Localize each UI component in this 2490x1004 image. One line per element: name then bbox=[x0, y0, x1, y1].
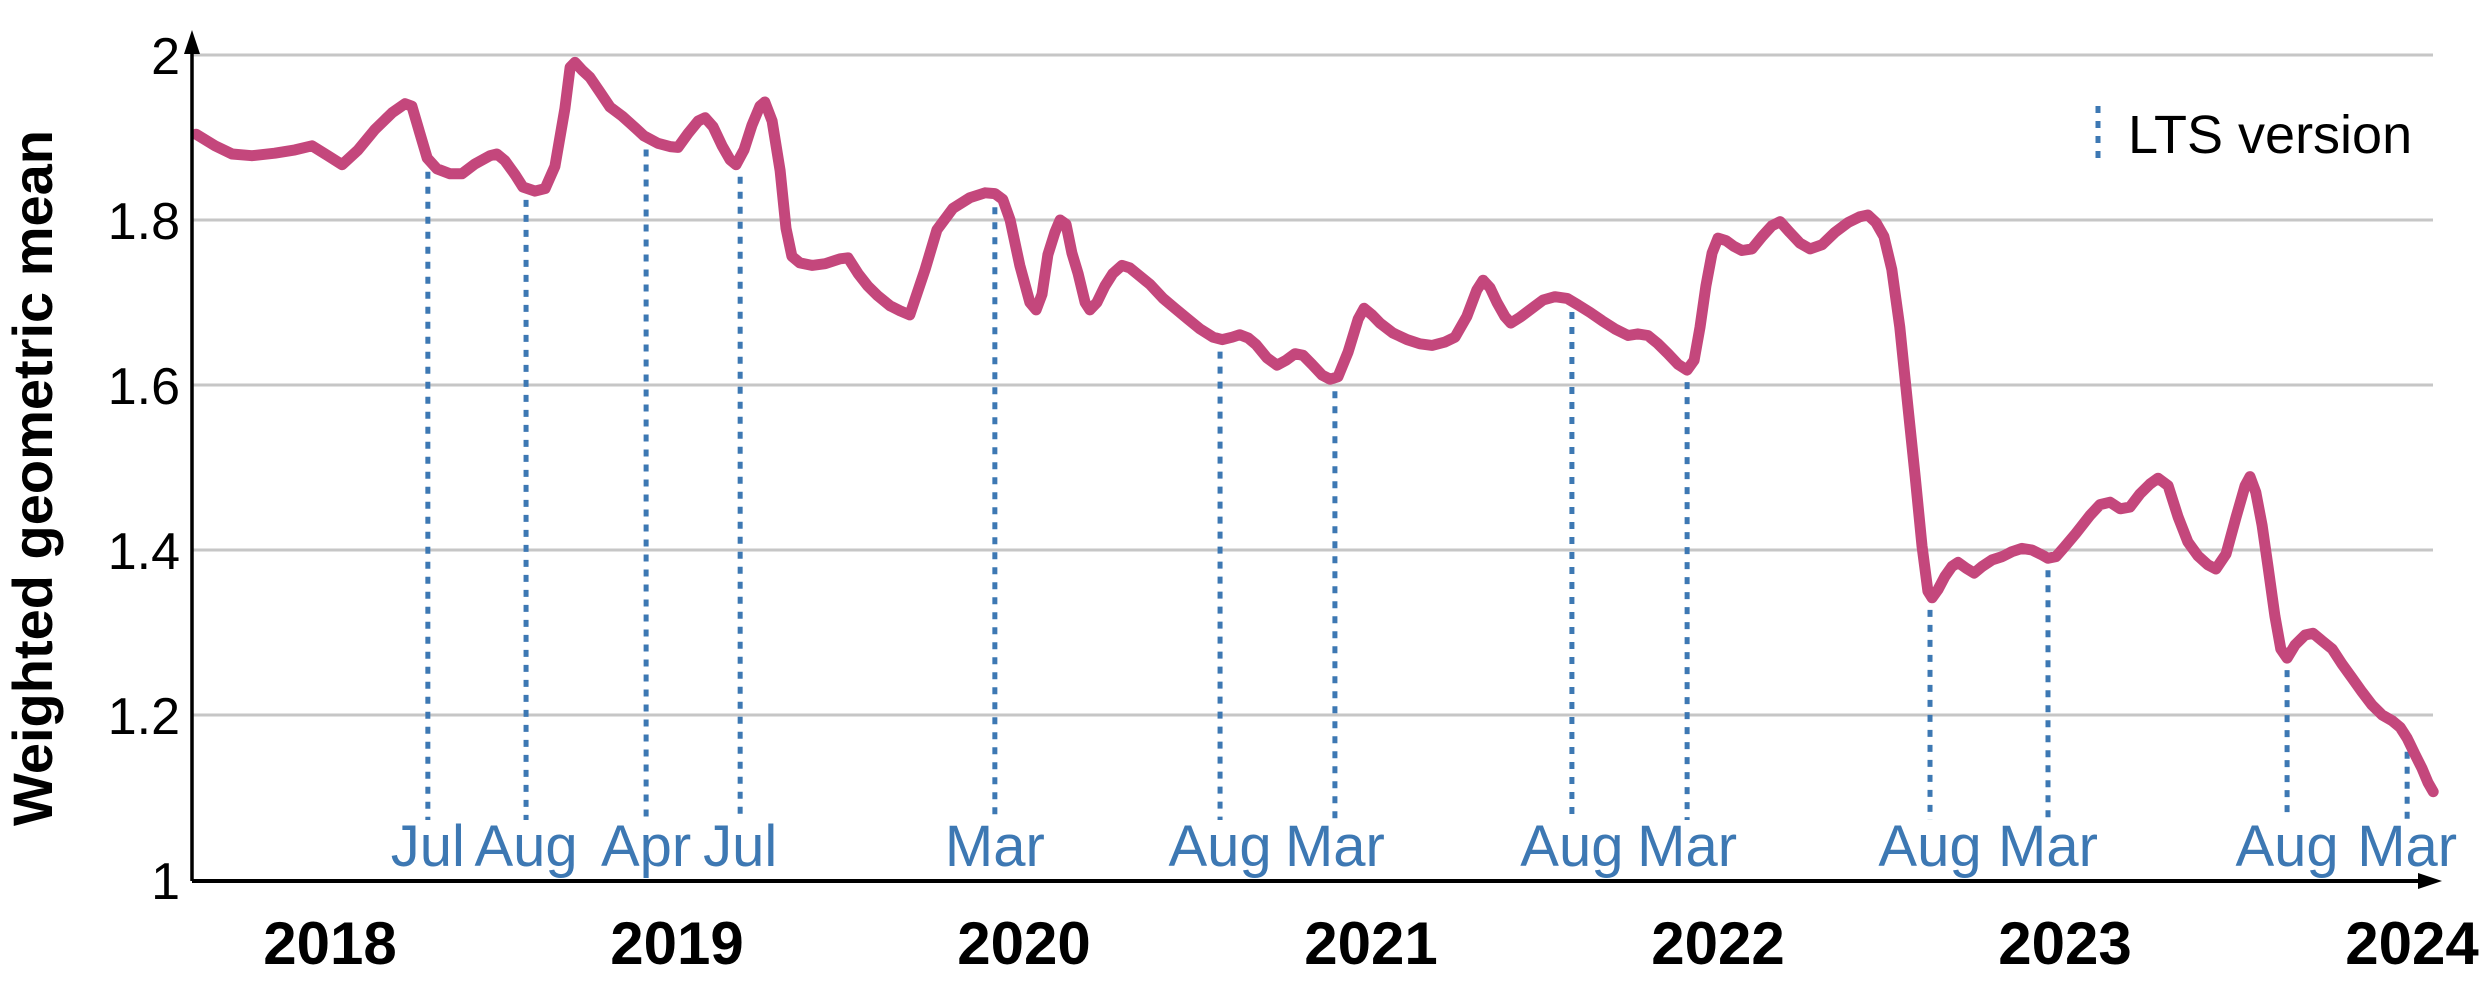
x-tick-label: 2023 bbox=[1998, 910, 2131, 977]
x-tick-label: 2018 bbox=[263, 910, 396, 977]
lts-marker-label: Aug bbox=[1878, 814, 1981, 879]
x-tick-label: 2024 bbox=[2345, 910, 2479, 977]
lts-marker-label: Mar bbox=[1285, 814, 1385, 879]
y-tick-label: 1 bbox=[151, 853, 180, 911]
lts-marker-label: Jul bbox=[703, 814, 777, 879]
lts-marker-label: Mar bbox=[945, 814, 1045, 879]
y-axis-title: Weighted geometric mean bbox=[1, 130, 64, 826]
lts-marker-label: Apr bbox=[601, 814, 691, 879]
y-tick-label: 1.6 bbox=[108, 358, 180, 416]
y-tick-label: 1.2 bbox=[108, 688, 180, 746]
x-tick-label: 2022 bbox=[1651, 910, 1784, 977]
y-tick-label: 2 bbox=[151, 28, 180, 86]
x-tick-label: 2019 bbox=[610, 910, 743, 977]
lts-marker-label: Aug bbox=[2235, 814, 2338, 879]
lts-marker-label: Mar bbox=[2357, 814, 2457, 879]
x-axis-arrow-icon bbox=[2418, 873, 2442, 889]
y-tick-label: 1.8 bbox=[108, 193, 180, 251]
y-axis-arrow-icon bbox=[184, 30, 200, 54]
y-tick-label: 1.4 bbox=[108, 523, 180, 581]
lts-marker-label: Aug bbox=[474, 814, 577, 879]
x-tick-label: 2021 bbox=[1304, 910, 1437, 977]
series-line bbox=[190, 56, 2439, 798]
x-tick-label: 2020 bbox=[957, 910, 1090, 977]
lts-marker-label: Jul bbox=[391, 814, 465, 879]
lts-marker-label: Mar bbox=[1998, 814, 2098, 879]
lts-marker-label: Aug bbox=[1168, 814, 1271, 879]
legend-label: LTS version bbox=[2128, 105, 2412, 165]
lts-marker-label: Aug bbox=[1520, 814, 1623, 879]
lts-marker-label: Mar bbox=[1637, 814, 1737, 879]
